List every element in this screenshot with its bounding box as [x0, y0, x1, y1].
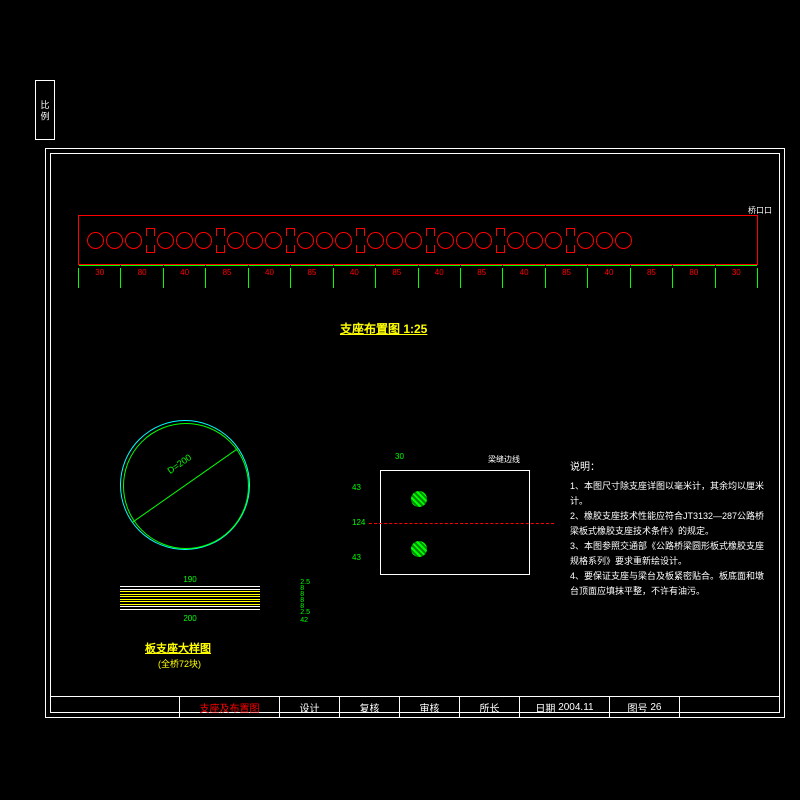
plan-top-label: 梁缝边线: [488, 454, 520, 465]
hollow-circle: [596, 232, 613, 249]
titleblock-cell: 支座及布置图: [180, 697, 280, 718]
hollow-circle: [265, 232, 282, 249]
stack-right-dims: 2.588882.542: [300, 580, 310, 624]
bearing-plan-detail: D=200: [120, 420, 250, 550]
titleblock-cell: 复核: [340, 697, 400, 718]
dimension-cell: 85: [376, 268, 418, 288]
hollow-circle: [475, 232, 492, 249]
hollow-circle: [157, 232, 174, 249]
joint-shape: [354, 228, 365, 253]
bearing-dot: [411, 491, 427, 507]
detail-title: 板支座大样图: [145, 640, 211, 656]
joint-shape: [144, 228, 155, 253]
dimension-cell: 85: [546, 268, 588, 288]
dimension-cell: 40: [419, 268, 461, 288]
hollow-slab-row: [87, 228, 749, 253]
drawing-notes: 说明： 1、本图尺寸除支座详图以毫米计，其余均以厘米计。2、橡胶支座技术性能应符…: [570, 460, 770, 599]
hollow-circle: [227, 232, 244, 249]
plan-top-dim: 30: [395, 452, 404, 461]
plan-left-dims: 4312443: [352, 470, 365, 575]
joint-shape: [214, 228, 225, 253]
bearing-circle-inner: [123, 423, 249, 549]
joint-shape: [564, 228, 575, 253]
title-block: 支座及布置图设计复核审核所长日期 2004.11图号 26: [50, 696, 780, 718]
detail-subtitle: (全桥72块): [158, 657, 201, 670]
hollow-circle: [615, 232, 632, 249]
abutment-plan-view: 30 梁缝边线 4312443: [380, 470, 530, 575]
titleblock-cell: 设计: [280, 697, 340, 718]
titleblock-cell: 日期 2004.11: [520, 697, 610, 718]
hollow-circle: [87, 232, 104, 249]
plan-rectangle: [380, 470, 530, 575]
note-item: 3、本图参照交通部《公路桥梁圆形板式橡胶支座规格系列》要求重新绘设计。: [570, 539, 770, 569]
dimension-cell: 85: [291, 268, 333, 288]
hollow-circle: [106, 232, 123, 249]
bearing-layer: [120, 586, 260, 590]
hollow-circle: [577, 232, 594, 249]
hollow-circle: [297, 232, 314, 249]
dimension-cell: 40: [249, 268, 291, 288]
titleblock-cell: 审核: [400, 697, 460, 718]
hollow-circle: [176, 232, 193, 249]
dimension-row: 30804085408540854085408540858030: [78, 268, 758, 288]
dimension-cell: 40: [503, 268, 545, 288]
stack-bottom-dim: 200: [120, 614, 260, 623]
dimension-cell: 85: [631, 268, 673, 288]
hollow-circle: [335, 232, 352, 249]
dimension-cell: 85: [206, 268, 248, 288]
dimension-cell: 40: [588, 268, 630, 288]
dimension-cell: 40: [164, 268, 206, 288]
hollow-circle: [507, 232, 524, 249]
hollow-circle: [246, 232, 263, 249]
joint-shape: [494, 228, 505, 253]
bearing-layer: [120, 591, 260, 595]
hollow-circle: [545, 232, 562, 249]
stack-top-dim: 190: [120, 575, 260, 584]
bearing-layer: [120, 606, 260, 610]
titleblock-cell: 图号 26: [610, 697, 680, 718]
titleblock-cell: [50, 697, 180, 718]
bearing-circle-outer: D=200: [120, 420, 250, 550]
bearing-dot: [411, 541, 427, 557]
hollow-circle: [386, 232, 403, 249]
bearing-elevation-stack: 190 2.588882.542 200: [120, 575, 260, 623]
hollow-circle: [456, 232, 473, 249]
dimension-cell: 85: [461, 268, 503, 288]
joint-shape: [284, 228, 295, 253]
hollow-circle: [437, 232, 454, 249]
beam-outline: [78, 215, 758, 265]
dimension-cell: 80: [673, 268, 715, 288]
hollow-circle: [405, 232, 422, 249]
note-item: 1、本图尺寸除支座详图以毫米计，其余均以厘米计。: [570, 479, 770, 509]
dimension-cell: 30: [78, 268, 121, 288]
note-item: 2、橡胶支座技术性能应符合JT3132—287公路桥梁板式橡胶支座技术条件》的规…: [570, 509, 770, 539]
bearing-layer: [120, 601, 260, 605]
hollow-circle: [367, 232, 384, 249]
note-item: 4、要保证支座与梁台及板紧密贴合。板底面和墩台顶面应填抹平整，不许有油污。: [570, 569, 770, 599]
bearing-layer: [120, 596, 260, 600]
dimension-cell: 40: [334, 268, 376, 288]
bearing-layout-section: [78, 215, 758, 265]
dimension-cell: 80: [121, 268, 163, 288]
hollow-circle: [125, 232, 142, 249]
layout-title: 支座布置图 1:25: [340, 320, 427, 337]
plan-centerline: [369, 523, 554, 524]
joint-shape: [424, 228, 435, 253]
hollow-circle: [316, 232, 333, 249]
dimension-cell: 30: [716, 268, 758, 288]
hollow-circle: [195, 232, 212, 249]
titleblock-cell: 所长: [460, 697, 520, 718]
side-tab: 比 例: [35, 80, 55, 140]
notes-title: 说明：: [570, 460, 770, 475]
hollow-circle: [526, 232, 543, 249]
